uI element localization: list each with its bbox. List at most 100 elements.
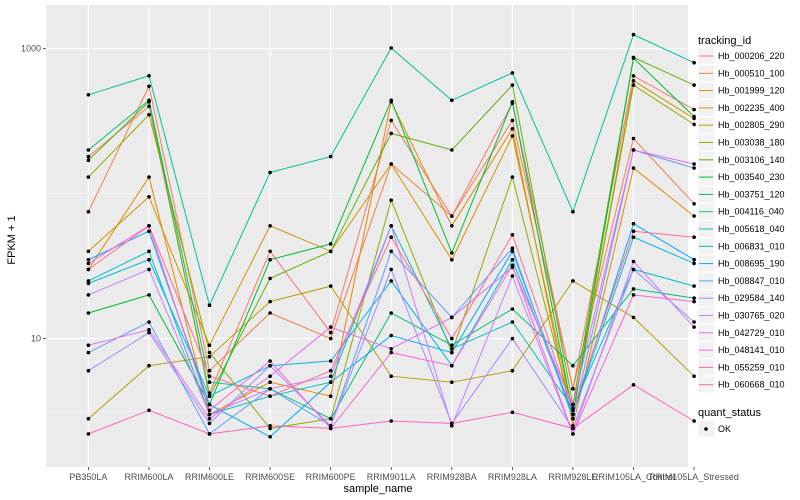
data-point	[147, 224, 151, 228]
data-point	[631, 56, 636, 60]
x-tick-label: RRIM105LA_Stressed	[649, 472, 739, 482]
data-point	[207, 402, 212, 407]
x-tick-label: RRIM105LA_Control	[592, 472, 675, 482]
legend-label: Hb_008847_010	[718, 276, 785, 286]
data-point	[631, 74, 636, 78]
data-point	[147, 84, 151, 89]
data-point	[631, 287, 636, 291]
data-point	[692, 83, 696, 87]
data-point	[328, 330, 333, 335]
data-point	[692, 299, 696, 304]
data-point	[571, 416, 575, 421]
data-point	[510, 257, 515, 262]
legend-label: Hb_030765_020	[718, 311, 785, 321]
data-point	[86, 343, 91, 348]
data-point	[692, 374, 696, 379]
legend-label: Hb_060668_010	[718, 380, 785, 390]
data-point	[389, 162, 394, 166]
data-point	[86, 93, 91, 97]
x-axis: PB350LA RRIM600LA RRIM600LE RRIM600SE RRIM60…	[69, 467, 739, 482]
data-point	[147, 175, 151, 179]
data-point	[510, 134, 515, 138]
data-point	[207, 374, 212, 379]
legend-label: Hb_001999_120	[718, 86, 785, 96]
data-point	[450, 380, 454, 385]
data-point	[450, 350, 454, 355]
data-point	[571, 424, 575, 428]
data-point	[450, 251, 454, 255]
x-axis-title: sample_name	[343, 483, 412, 495]
data-point	[328, 416, 333, 421]
data-point	[328, 325, 333, 329]
data-point	[692, 202, 696, 206]
legend-label: Hb_000206_220	[718, 51, 785, 61]
data-point	[328, 424, 333, 428]
x-tick-label: RRIM600PE	[306, 472, 356, 482]
data-point	[147, 195, 151, 199]
x-tick-label: RRIM928LA	[488, 472, 537, 482]
data-point	[147, 104, 151, 109]
data-point	[450, 224, 454, 228]
data-point	[86, 311, 91, 315]
data-point	[147, 408, 151, 413]
data-point	[631, 166, 636, 170]
data-point	[692, 214, 696, 218]
data-point	[631, 267, 636, 272]
data-point	[389, 374, 394, 379]
data-point	[450, 148, 454, 152]
x-tick-label: RRIM600LE	[185, 472, 234, 482]
data-point	[631, 136, 636, 141]
data-point	[207, 416, 212, 421]
data-point	[510, 368, 515, 373]
data-point	[450, 98, 454, 103]
data-point	[510, 320, 515, 324]
data-point	[207, 380, 212, 385]
data-point	[692, 257, 696, 262]
data-point	[510, 71, 515, 75]
x-tick-label: PB350LA	[69, 472, 107, 482]
y-tick-label: 1000	[21, 44, 41, 54]
data-point	[692, 320, 696, 324]
legend-label: Hb_003540_230	[718, 172, 785, 182]
data-point	[147, 320, 151, 324]
data-point	[328, 154, 333, 159]
data-point	[268, 426, 272, 431]
data-point	[510, 336, 515, 341]
data-point	[389, 267, 394, 272]
data-point	[389, 224, 394, 228]
data-point	[692, 325, 696, 329]
data-point	[631, 315, 636, 320]
data-point	[631, 79, 636, 83]
data-point	[631, 221, 636, 226]
data-point	[510, 118, 515, 123]
data-point	[389, 279, 394, 283]
legend-label: Hb_000510_100	[718, 68, 785, 78]
data-point	[86, 432, 91, 436]
data-point	[389, 46, 394, 50]
data-point	[450, 214, 454, 218]
plot-area	[46, 5, 696, 467]
data-point	[510, 233, 515, 237]
data-point	[450, 336, 454, 341]
data-point	[571, 426, 575, 431]
data-point	[207, 391, 212, 396]
data-point	[571, 279, 575, 283]
data-point	[328, 284, 333, 288]
data-point	[631, 32, 636, 37]
data-point	[692, 166, 696, 170]
y-axis-title: FPKM + 1	[6, 215, 18, 264]
data-point	[571, 387, 575, 391]
data-point	[328, 426, 333, 431]
legend-label: Hb_005618_040	[718, 224, 785, 234]
data-point	[389, 249, 394, 254]
data-point	[692, 114, 696, 119]
data-point	[692, 107, 696, 112]
data-point	[207, 343, 212, 348]
data-point	[631, 259, 636, 264]
data-point	[268, 257, 272, 262]
legend-quant-status-label: OK	[718, 424, 731, 434]
data-point	[510, 246, 515, 250]
x-tick-label: RRIM928BA	[427, 472, 477, 482]
data-point	[450, 363, 454, 368]
legend-label: Hb_004116_040	[718, 207, 784, 217]
